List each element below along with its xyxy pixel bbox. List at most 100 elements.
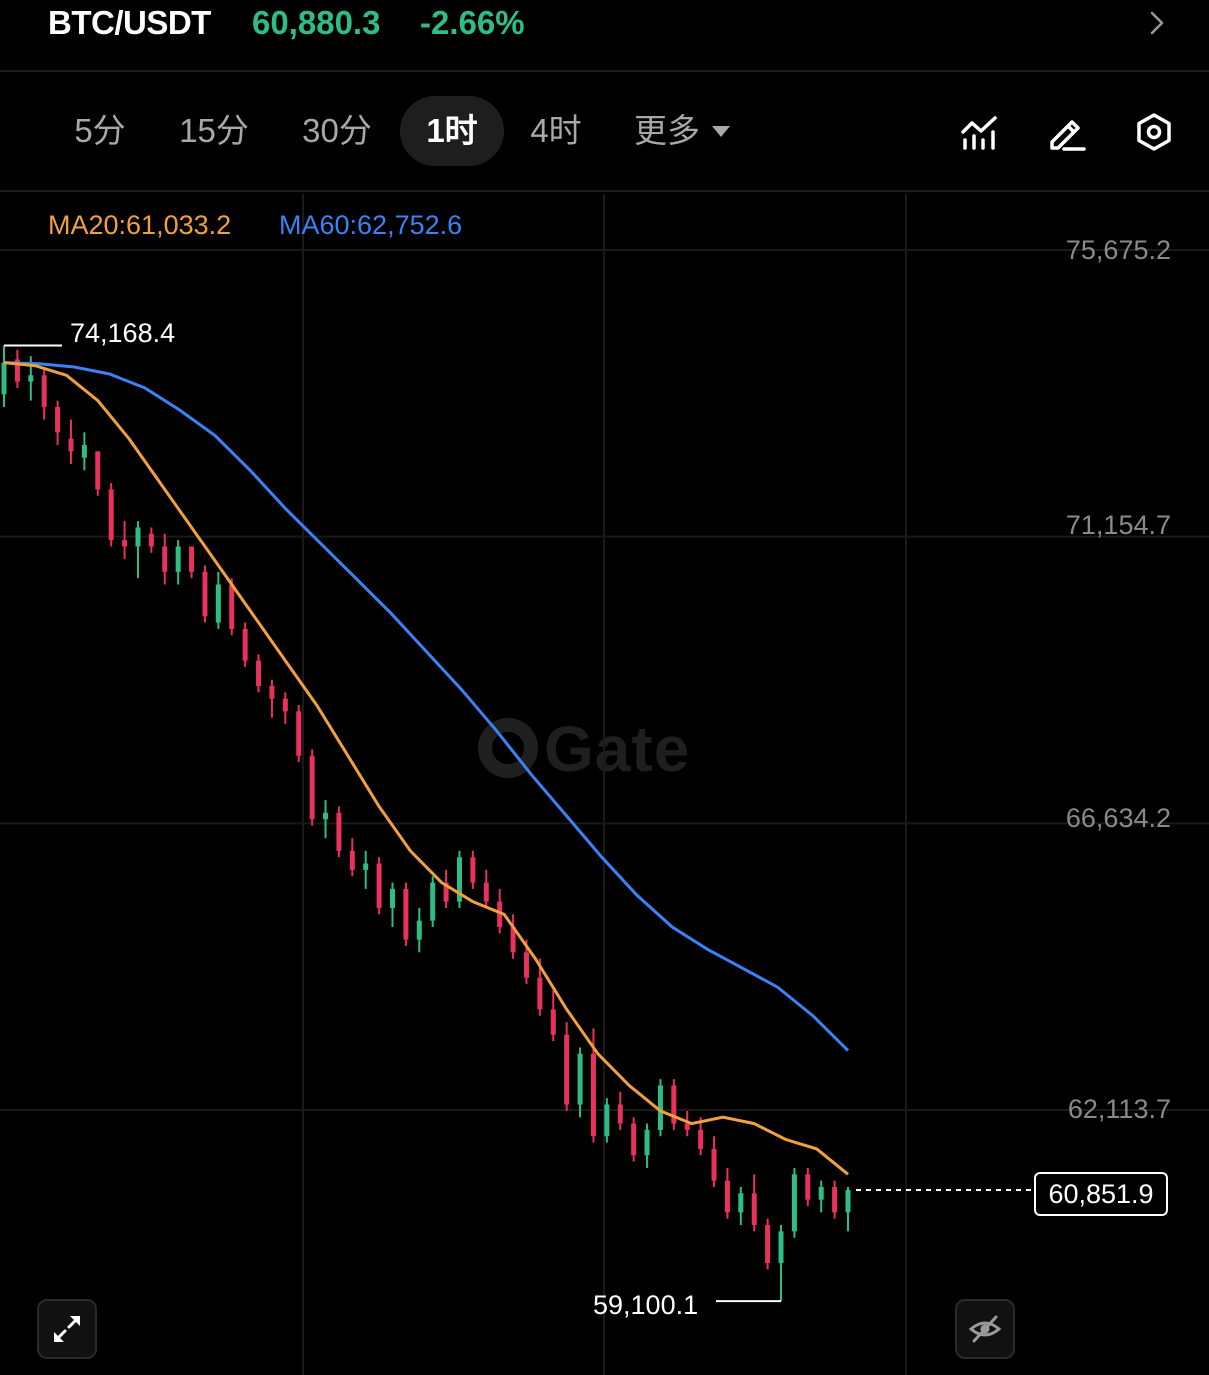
candle — [510, 914, 516, 959]
candle-body — [778, 1231, 784, 1264]
candle-body — [122, 540, 128, 547]
expand-arrows-icon — [54, 1316, 80, 1342]
candle — [483, 869, 489, 908]
candle-body — [349, 850, 355, 870]
expand-button[interactable] — [37, 1299, 97, 1359]
y-axis-label-4: 62,113.7 — [1067, 1094, 1171, 1124]
candle-body — [416, 920, 422, 940]
ma20-line — [3, 361, 849, 1176]
candle-body — [644, 1129, 650, 1156]
candle — [390, 882, 396, 927]
candle — [269, 679, 275, 718]
candle-body — [41, 375, 47, 407]
candle — [81, 432, 87, 471]
candle — [751, 1174, 757, 1232]
y-axis-label-3: 66,634.2 — [1065, 803, 1171, 833]
candle — [604, 1098, 610, 1143]
candle — [550, 990, 556, 1042]
candle-body — [336, 812, 342, 851]
low-price-label: 59,100.1 — [593, 1290, 699, 1320]
candle-body — [832, 1186, 838, 1213]
candle-body — [95, 451, 101, 490]
candle — [242, 622, 248, 667]
candle — [202, 565, 208, 623]
candle-body — [523, 952, 529, 978]
trading-pair[interactable]: BTC/USDT — [48, 4, 211, 41]
tab-15m[interactable]: 15分 — [179, 112, 249, 149]
hi-lo-markers — [4, 344, 1032, 1303]
candle — [832, 1180, 838, 1219]
candle — [122, 521, 128, 560]
candle-body — [443, 882, 449, 902]
chart-grid — [0, 194, 1209, 1375]
candle-body — [564, 1034, 570, 1105]
candle-body — [631, 1123, 637, 1156]
candle — [738, 1186, 744, 1226]
tab-1h[interactable]: 1时 — [400, 96, 504, 166]
tab-4h[interactable]: 4时 — [530, 112, 582, 149]
eye-slash-icon — [968, 1315, 1002, 1343]
candle-body — [738, 1193, 744, 1213]
candle-body — [456, 857, 462, 902]
candle-body — [390, 888, 396, 908]
candle — [309, 749, 315, 826]
candle — [148, 527, 154, 553]
candle — [805, 1167, 811, 1206]
candle — [430, 876, 436, 927]
pencil-draw-icon[interactable] — [1046, 112, 1086, 152]
chevron-right-icon[interactable] — [1144, 8, 1170, 38]
indicator-chart-icon[interactable] — [960, 112, 1000, 152]
candle — [456, 850, 462, 908]
candle-body — [657, 1085, 663, 1130]
candle — [175, 540, 181, 585]
tab-30m[interactable]: 30分 — [302, 112, 372, 149]
candle-body — [55, 406, 61, 433]
candle-body — [751, 1193, 757, 1226]
candle — [95, 451, 101, 496]
hide-indicators-button[interactable] — [955, 1299, 1015, 1359]
caret-down-icon — [712, 125, 730, 137]
candle-body — [323, 812, 329, 820]
candle-body — [550, 1009, 556, 1035]
candle — [1, 345, 7, 407]
tab-more-dropdown[interactable]: 更多 — [634, 96, 730, 166]
candle-body — [135, 527, 141, 547]
candle-body — [604, 1104, 610, 1137]
candle-body — [148, 533, 154, 547]
candle — [698, 1117, 704, 1156]
candle-body — [724, 1180, 730, 1213]
candle-body — [711, 1148, 717, 1181]
candle-body — [202, 571, 208, 617]
y-axis-label-2: 71,154.7 — [1065, 510, 1171, 540]
candle-body — [537, 977, 543, 1010]
candle-body — [189, 546, 195, 572]
tab-5m[interactable]: 5分 — [74, 112, 126, 149]
candle — [657, 1079, 663, 1137]
interval-tabs: 5分 15分 30分 1时 4时 更多 — [0, 72, 1209, 192]
ma20-label: MA20:61,033.2 — [48, 210, 232, 240]
candle-body — [215, 584, 221, 623]
header-bar: BTC/USDT 60,880.3 -2.66% — [0, 0, 1209, 72]
candle — [68, 419, 74, 465]
candle-body — [175, 546, 181, 572]
hexagon-settings-icon[interactable] — [1134, 112, 1174, 152]
candle — [14, 349, 20, 388]
last-price-tag[interactable]: 60,851.9 — [1034, 1172, 1168, 1216]
candle-body — [14, 359, 20, 382]
candle — [711, 1136, 717, 1187]
candle — [564, 1022, 570, 1111]
candle — [791, 1167, 797, 1238]
candle — [215, 571, 221, 629]
candle — [323, 800, 329, 839]
candle — [845, 1186, 851, 1232]
candle — [778, 1225, 784, 1302]
candle-body — [81, 445, 87, 458]
ma60-line — [3, 361, 850, 1052]
candle-body — [845, 1190, 851, 1213]
candle — [336, 806, 342, 858]
watermark-text: Gate — [544, 713, 691, 785]
candle-body — [470, 857, 476, 883]
candle-body — [363, 863, 369, 870]
candles-layer — [1, 345, 851, 1302]
